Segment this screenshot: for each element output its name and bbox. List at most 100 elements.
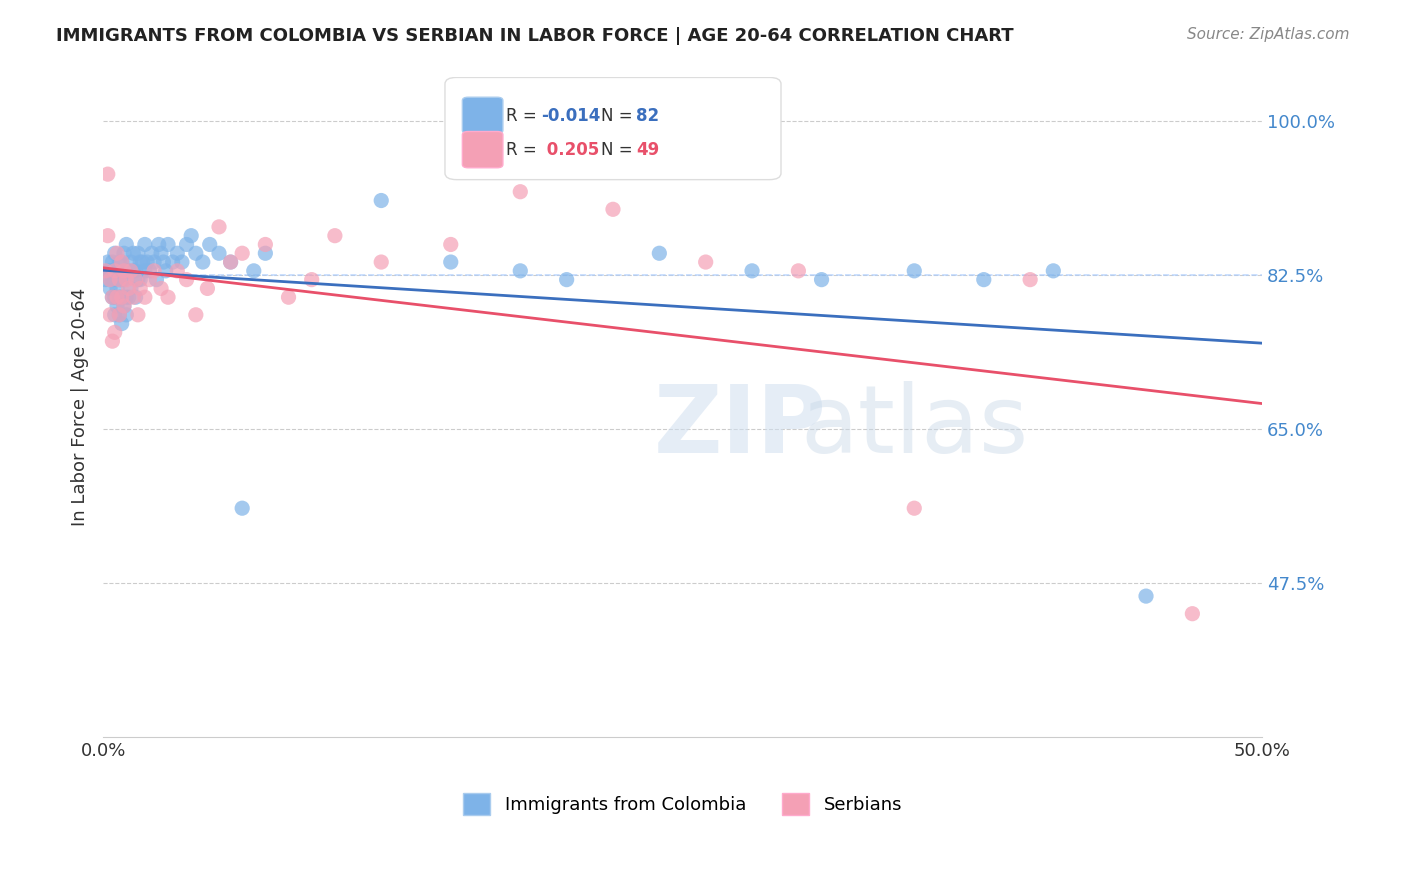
Serbians xyxy=(124,272,146,286)
Serbians xyxy=(117,281,139,295)
Immigrants from Colombia xyxy=(97,255,120,269)
Serbians xyxy=(108,308,131,322)
Immigrants from Colombia xyxy=(138,264,160,278)
Text: Source: ZipAtlas.com: Source: ZipAtlas.com xyxy=(1187,27,1350,42)
Serbians xyxy=(134,290,156,304)
Immigrants from Colombia xyxy=(973,272,995,286)
Immigrants from Colombia xyxy=(231,501,253,516)
Immigrants from Colombia xyxy=(1135,589,1157,603)
Immigrants from Colombia xyxy=(120,281,142,295)
Text: ZIP: ZIP xyxy=(654,381,827,473)
Immigrants from Colombia xyxy=(127,272,149,286)
Serbians xyxy=(903,501,925,516)
Text: 82: 82 xyxy=(636,107,659,125)
Immigrants from Colombia xyxy=(104,272,127,286)
Immigrants from Colombia xyxy=(112,299,135,313)
Immigrants from Colombia xyxy=(127,246,149,260)
Serbians xyxy=(94,264,117,278)
Serbians xyxy=(208,219,231,234)
Serbians xyxy=(277,290,299,304)
Immigrants from Colombia xyxy=(155,264,177,278)
Serbians xyxy=(111,255,134,269)
Immigrants from Colombia xyxy=(98,281,121,295)
Immigrants from Colombia xyxy=(104,290,127,304)
Immigrants from Colombia xyxy=(170,255,193,269)
Serbians xyxy=(105,290,128,304)
Serbians xyxy=(1019,272,1042,286)
Immigrants from Colombia xyxy=(108,308,131,322)
Immigrants from Colombia xyxy=(136,255,159,269)
Serbians xyxy=(440,237,463,252)
Immigrants from Colombia xyxy=(111,290,134,304)
Immigrants from Colombia xyxy=(105,281,128,295)
Serbians xyxy=(120,264,142,278)
Serbians xyxy=(1181,607,1204,621)
Serbians xyxy=(197,281,219,295)
Serbians xyxy=(101,334,124,348)
Immigrants from Colombia xyxy=(101,290,124,304)
Serbians xyxy=(176,272,198,286)
Immigrants from Colombia xyxy=(111,255,134,269)
Serbians xyxy=(166,264,188,278)
Serbians xyxy=(108,272,131,286)
Text: R =: R = xyxy=(506,141,543,159)
Immigrants from Colombia xyxy=(131,255,153,269)
Immigrants from Colombia xyxy=(810,272,832,286)
Text: -0.014: -0.014 xyxy=(541,107,600,125)
Serbians xyxy=(254,237,277,252)
Immigrants from Colombia xyxy=(122,246,145,260)
Immigrants from Colombia xyxy=(903,264,925,278)
Immigrants from Colombia xyxy=(180,228,202,243)
Serbians xyxy=(105,246,128,260)
Immigrants from Colombia xyxy=(648,246,671,260)
Immigrants from Colombia xyxy=(148,237,170,252)
Immigrants from Colombia xyxy=(122,264,145,278)
Immigrants from Colombia xyxy=(166,246,188,260)
Serbians xyxy=(509,185,531,199)
Immigrants from Colombia xyxy=(254,246,277,260)
Immigrants from Colombia xyxy=(115,290,138,304)
Serbians xyxy=(122,290,145,304)
Immigrants from Colombia xyxy=(115,237,138,252)
Immigrants from Colombia xyxy=(152,255,174,269)
Serbians xyxy=(104,326,127,340)
Immigrants from Colombia xyxy=(98,264,121,278)
Immigrants from Colombia xyxy=(111,317,134,331)
Immigrants from Colombia xyxy=(134,237,156,252)
Immigrants from Colombia xyxy=(198,237,221,252)
Text: 0.205: 0.205 xyxy=(541,141,599,159)
Serbians xyxy=(101,290,124,304)
Serbians xyxy=(97,167,120,181)
FancyBboxPatch shape xyxy=(463,97,503,134)
Serbians xyxy=(157,290,180,304)
Text: N =: N = xyxy=(602,141,638,159)
Serbians xyxy=(219,255,242,269)
Serbians xyxy=(98,272,121,286)
Immigrants from Colombia xyxy=(108,272,131,286)
Immigrants from Colombia xyxy=(129,272,152,286)
Serbians xyxy=(602,202,624,217)
Immigrants from Colombia xyxy=(115,264,138,278)
Immigrants from Colombia xyxy=(440,255,463,269)
Immigrants from Colombia xyxy=(112,246,135,260)
Serbians xyxy=(150,281,173,295)
Serbians xyxy=(370,255,392,269)
Immigrants from Colombia xyxy=(741,264,763,278)
Immigrants from Colombia xyxy=(150,246,173,260)
Immigrants from Colombia xyxy=(104,246,127,260)
Immigrants from Colombia xyxy=(105,264,128,278)
Immigrants from Colombia xyxy=(219,255,242,269)
Serbians xyxy=(112,299,135,313)
Serbians xyxy=(184,308,207,322)
Immigrants from Colombia xyxy=(124,264,146,278)
Serbians xyxy=(104,264,127,278)
Y-axis label: In Labor Force | Age 20-64: In Labor Force | Age 20-64 xyxy=(72,288,89,526)
Immigrants from Colombia xyxy=(124,290,146,304)
Serbians xyxy=(143,264,166,278)
Immigrants from Colombia xyxy=(117,290,139,304)
Immigrants from Colombia xyxy=(141,246,163,260)
Serbians xyxy=(695,255,717,269)
Immigrants from Colombia xyxy=(117,264,139,278)
Serbians xyxy=(301,272,323,286)
Immigrants from Colombia xyxy=(104,308,127,322)
